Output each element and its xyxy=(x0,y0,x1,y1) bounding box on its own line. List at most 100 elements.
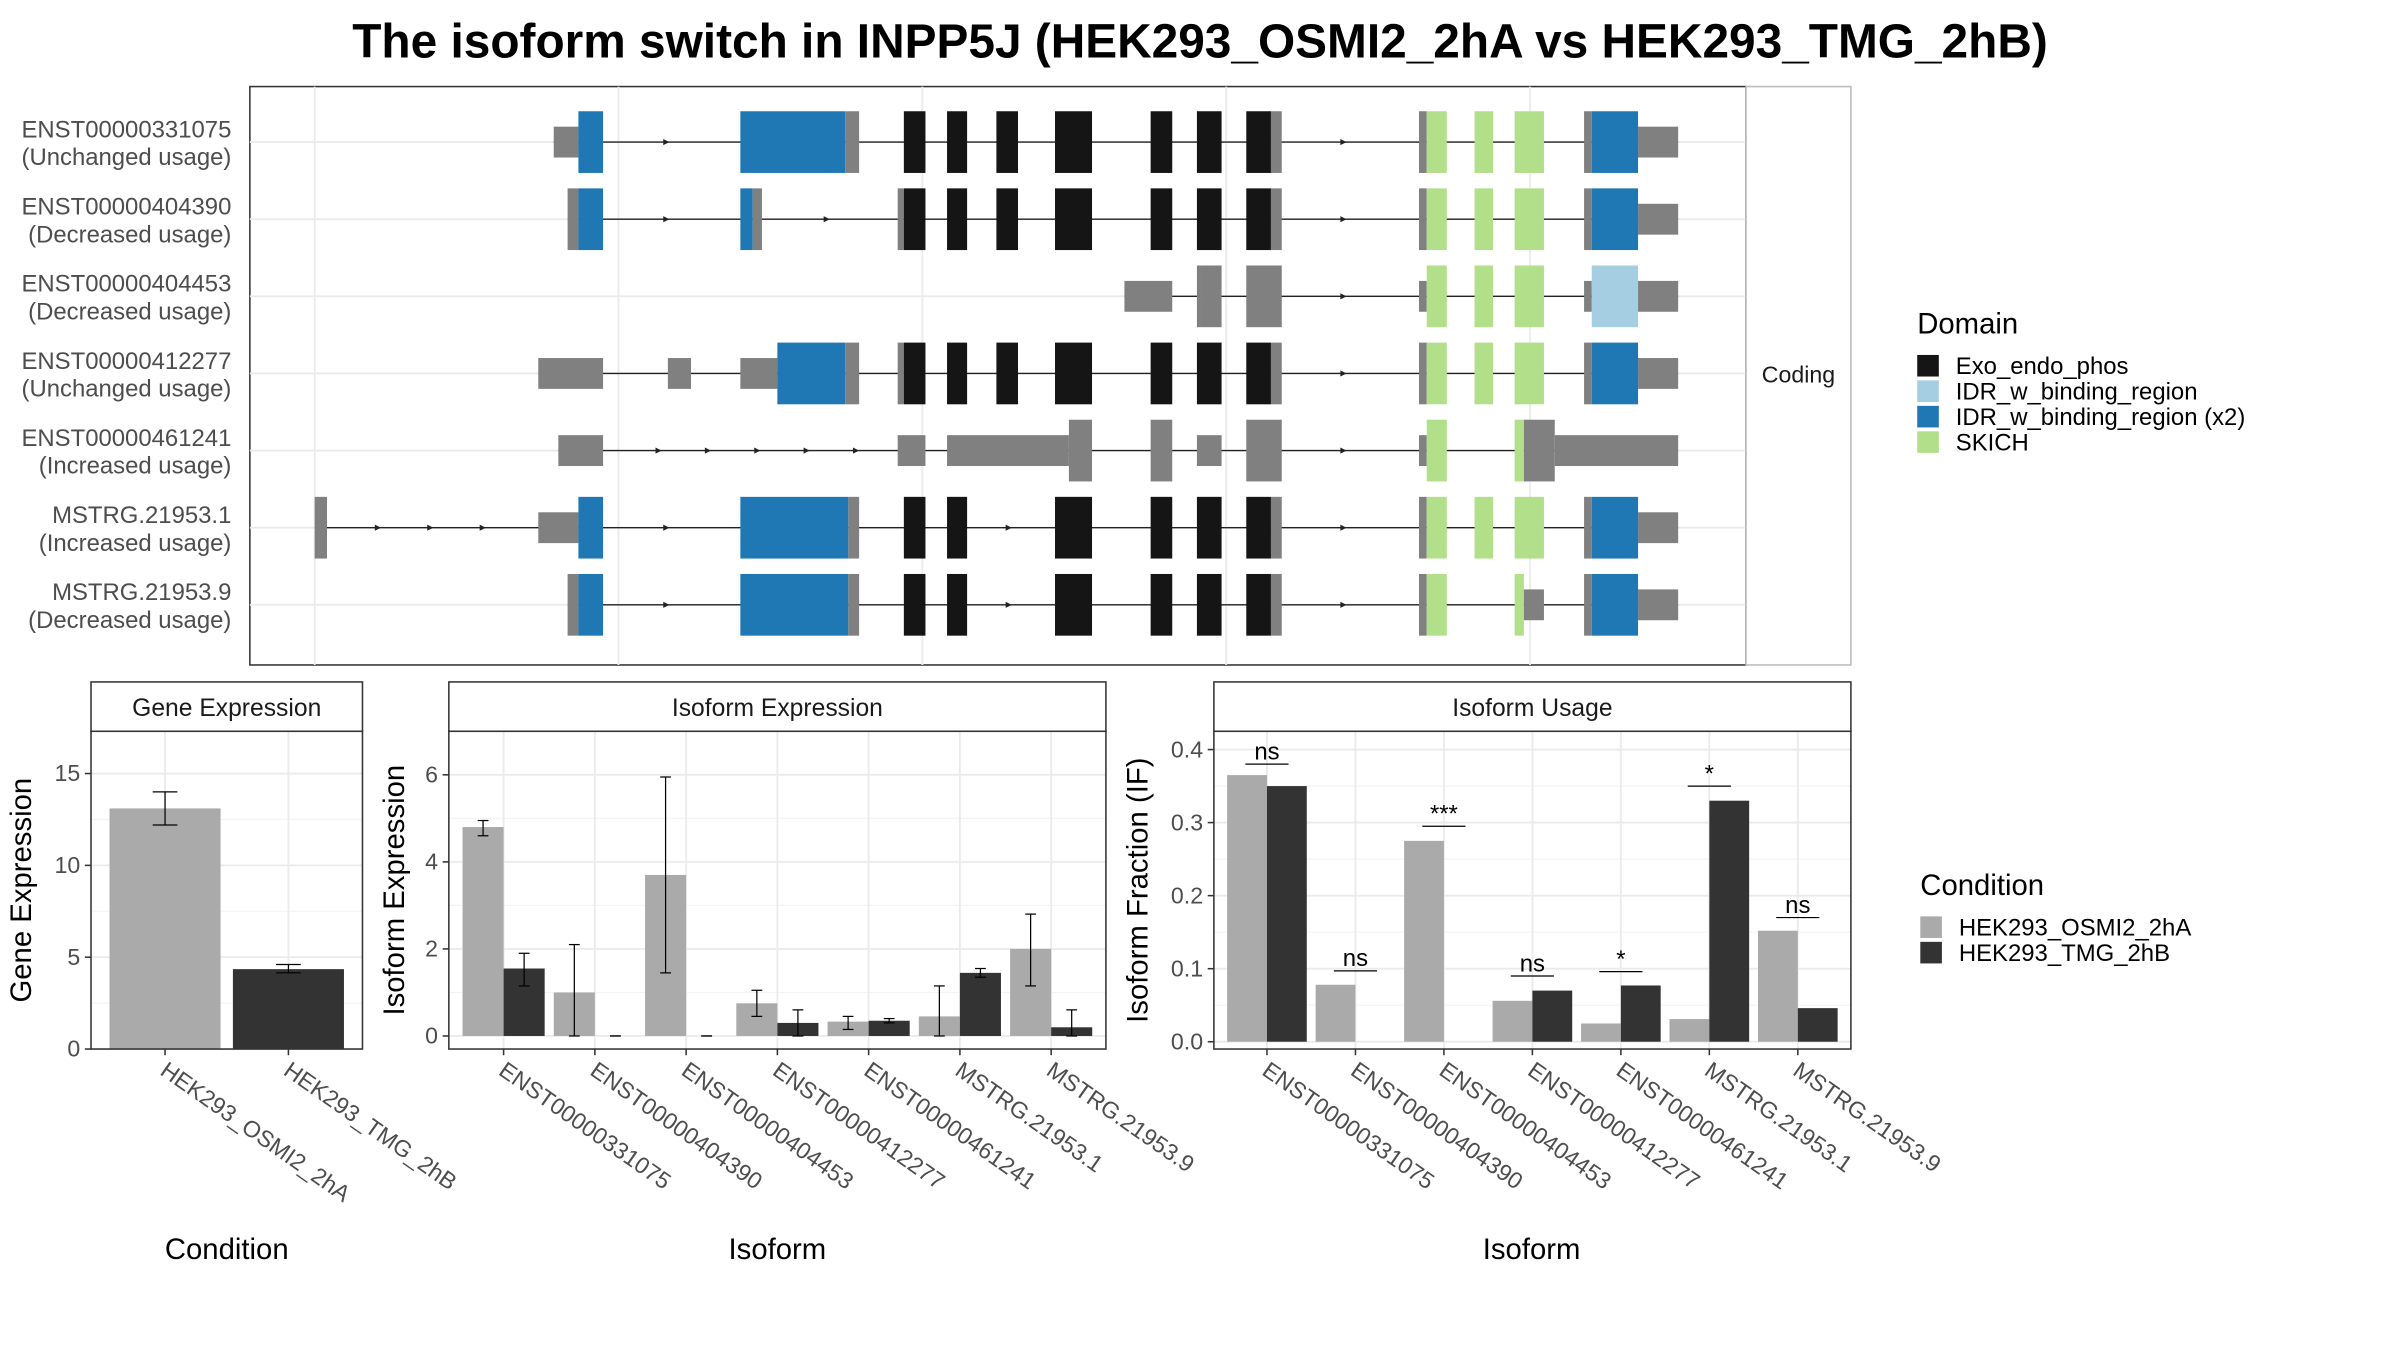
domain-legend-key xyxy=(1917,431,1939,453)
exon-skich xyxy=(1426,419,1447,482)
transcript-ENST00000331075: ENST00000331075(Unchanged usage) xyxy=(21,111,1679,173)
exon-exo xyxy=(947,342,968,405)
transcript-id-label: ENST00000404453 xyxy=(21,271,231,298)
exon-utr xyxy=(1246,265,1282,328)
exon-skich xyxy=(1426,573,1447,636)
transcript-usage-label: (Increased usage) xyxy=(39,453,232,480)
exon-utr xyxy=(1419,496,1427,559)
exon-utr xyxy=(1419,188,1427,251)
significance-label: ns xyxy=(1343,945,1368,972)
exon-idr2 xyxy=(578,188,604,251)
domain-legend-label: IDR_w_binding_region (x2) xyxy=(1956,404,2246,431)
exon-exo xyxy=(1150,188,1173,251)
transcript-id-label: ENST00000461241 xyxy=(21,425,231,452)
exon-exo xyxy=(1055,573,1093,636)
x-tick-label: MSTRG.21953.1 xyxy=(1700,1057,1857,1178)
transcript-usage-label: (Unchanged usage) xyxy=(22,144,232,171)
y-tick-label: 0 xyxy=(425,1023,438,1049)
y-axis-title: Isoform Expression xyxy=(378,765,411,1016)
strand-arrow xyxy=(852,447,860,454)
error-bar xyxy=(933,985,945,1037)
exon-utr xyxy=(538,512,579,544)
error-bar xyxy=(751,989,763,1018)
exon-idr2 xyxy=(1591,342,1639,405)
exon-utr xyxy=(1201,265,1222,328)
y-axis-title: Isoform Fraction (IF) xyxy=(1122,757,1155,1022)
strand-arrow xyxy=(655,447,662,454)
exon-utr xyxy=(1638,589,1679,621)
panel-strip-label: Isoform Expression xyxy=(672,695,883,722)
exon-idr2 xyxy=(1591,111,1639,173)
y-tick-label: 0.4 xyxy=(1171,736,1203,762)
exon-exo xyxy=(1246,573,1271,636)
condition-legend-key xyxy=(1920,941,1942,964)
exon-utr xyxy=(1638,126,1679,158)
strand-arrow xyxy=(663,601,670,608)
exon-utr xyxy=(1196,435,1222,467)
x-axis-title: Isoform xyxy=(729,1233,827,1266)
exon-exo xyxy=(903,188,926,251)
condition-legend-title: Condition xyxy=(1920,869,2044,902)
exon-skich xyxy=(1426,111,1447,173)
panel-isoform-usage: Isoform Usage ns ns *** ns * * ns 0.0 0.1 0.2 0.3 0.… xyxy=(1122,681,1946,1266)
bar-cond1 xyxy=(1227,775,1267,1042)
exon-idr2 xyxy=(777,342,846,405)
panel-border xyxy=(90,730,364,1050)
exon-utr xyxy=(1419,573,1427,636)
exon-utr xyxy=(1584,280,1592,312)
exon-utr xyxy=(1270,188,1282,251)
domain-legend-key xyxy=(1917,380,1939,402)
bar-cond2 xyxy=(959,972,1001,1036)
y-tick-label: 0.0 xyxy=(1171,1028,1203,1054)
strand-arrow xyxy=(1340,524,1347,531)
exon-skich xyxy=(1514,111,1544,173)
exon-utr xyxy=(1638,358,1679,389)
exon-idr2 xyxy=(578,496,604,559)
exon-exo xyxy=(903,111,926,173)
exon-utr xyxy=(897,342,904,405)
bar-cond1 xyxy=(1581,1023,1621,1042)
y-tick-label: 4 xyxy=(425,849,438,875)
bar-cond1 xyxy=(1492,1000,1533,1042)
exon-exo xyxy=(947,111,968,173)
significance-label: ns xyxy=(1520,950,1545,977)
transcript-ENST00000404453: ENST00000404453(Decreased usage) xyxy=(21,265,1679,328)
exon-utr xyxy=(1196,265,1202,328)
strand-arrow xyxy=(1005,524,1012,531)
exon-utr xyxy=(558,435,604,467)
exon-idr2 xyxy=(578,573,604,636)
strand-arrow xyxy=(1340,139,1347,146)
exon-exo xyxy=(1246,111,1271,173)
exon-utr xyxy=(1270,111,1282,173)
transcript-id-label: ENST00000412277 xyxy=(21,348,231,375)
error-bar xyxy=(568,943,580,1037)
exon-exo xyxy=(1196,111,1222,173)
y-tick-label: 0 xyxy=(67,1036,80,1062)
domain-legend-key xyxy=(1917,354,1939,377)
transcript-usage-label: (Unchanged usage) xyxy=(22,376,232,403)
significance-label: * xyxy=(1616,946,1625,973)
error-bar xyxy=(152,791,178,826)
strand-arrow xyxy=(427,524,434,531)
transcript-id-label: MSTRG.21953.1 xyxy=(52,502,231,529)
facet-strip xyxy=(1745,85,1852,666)
exon-utr xyxy=(1584,496,1592,559)
exon-exo xyxy=(1196,573,1222,636)
error-bar xyxy=(792,1009,804,1037)
domain-legend-key xyxy=(1917,405,1939,428)
bar xyxy=(232,969,344,1050)
exon-exo xyxy=(1196,342,1222,405)
exon-utr xyxy=(567,573,579,636)
exon-skich xyxy=(1426,496,1447,559)
strand-arrow xyxy=(1340,216,1347,223)
exon-skich xyxy=(1474,342,1494,405)
transcript-id-label: MSTRG.21953.9 xyxy=(52,579,231,606)
exon-utr xyxy=(897,188,904,251)
bar-cond1 xyxy=(1315,984,1356,1042)
transcript-ENST00000404390: ENST00000404390(Decreased usage) xyxy=(21,188,1679,251)
domain-legend-label: IDR_w_binding_region xyxy=(1956,379,2198,406)
bar-cond1 xyxy=(1404,840,1444,1042)
